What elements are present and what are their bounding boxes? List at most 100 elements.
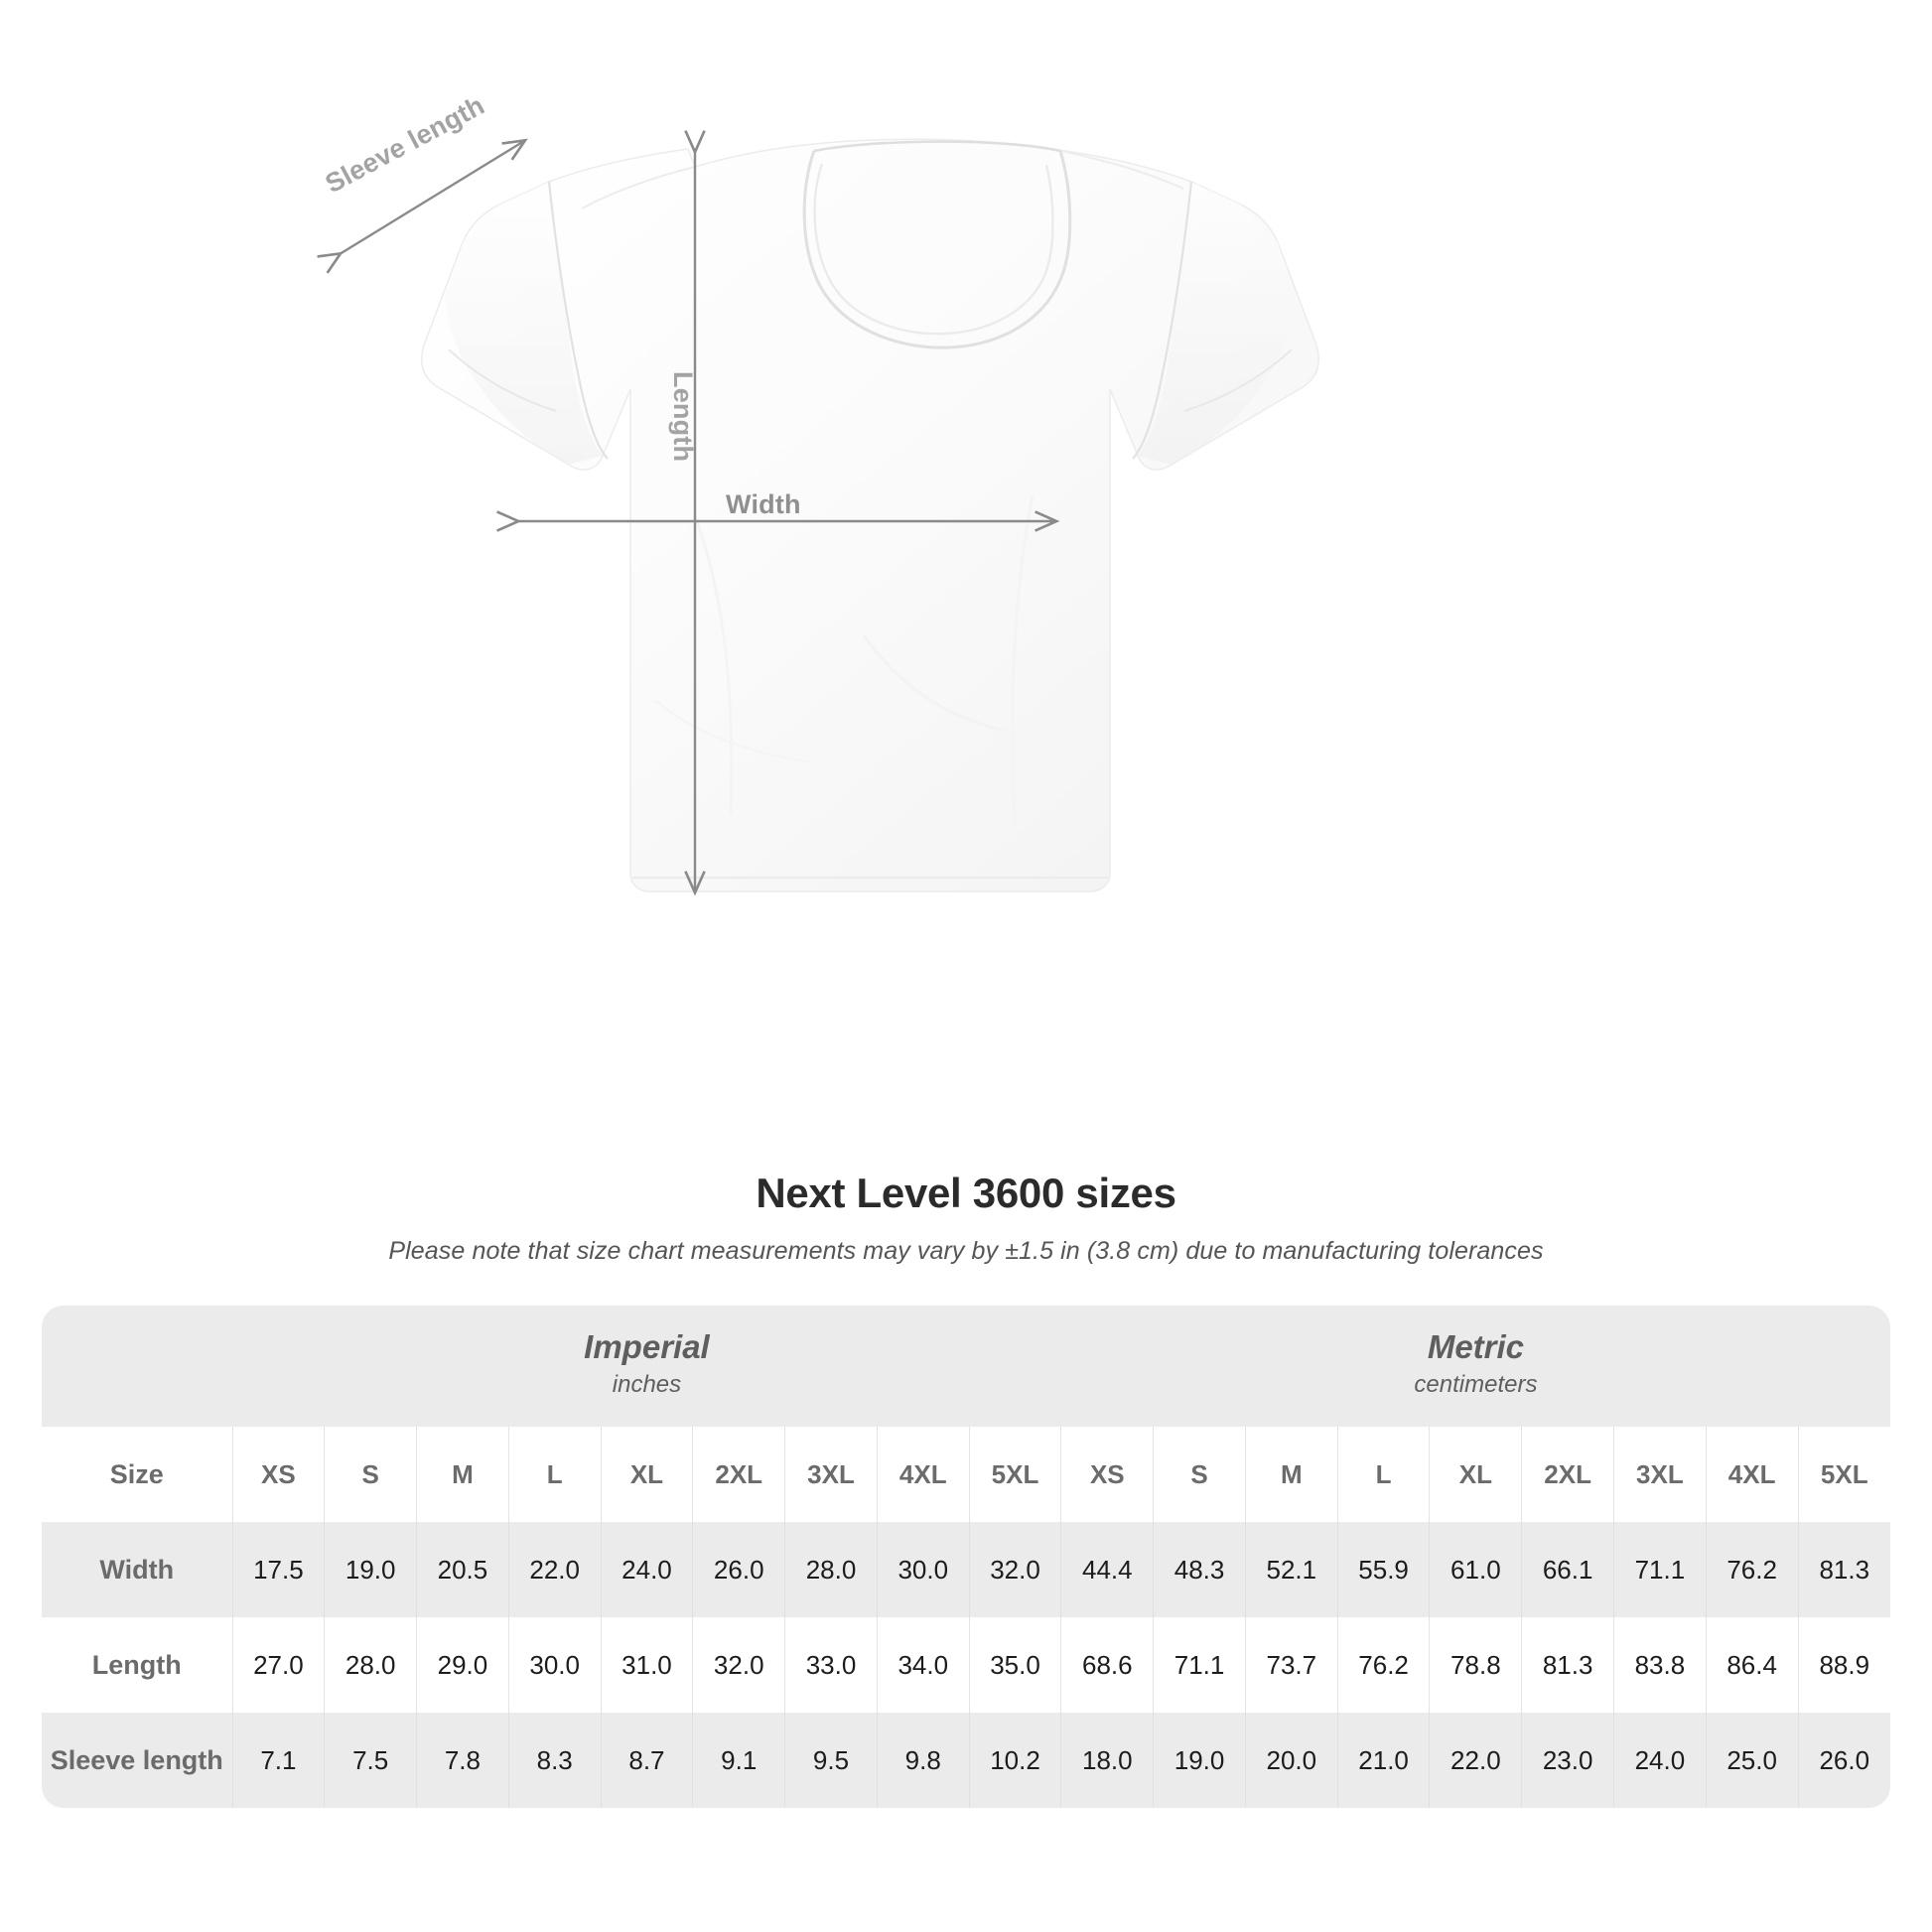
measurement-cell: 8.7 bbox=[600, 1713, 693, 1808]
unit-group-subtitle: inches bbox=[612, 1370, 682, 1398]
measurement-cell: 26.0 bbox=[692, 1522, 785, 1617]
measurement-cell: 30.0 bbox=[507, 1617, 602, 1713]
measurement-cell: 61.0 bbox=[1429, 1522, 1522, 1617]
measurement-cell: 27.0 bbox=[231, 1617, 325, 1713]
measurement-cell: 30.0 bbox=[876, 1522, 970, 1617]
unit-group-metric: Metric centimeters bbox=[1060, 1306, 1890, 1427]
measurement-cell: 19.0 bbox=[1153, 1713, 1246, 1808]
sleeve-measure-arrow bbox=[317, 138, 528, 274]
measurement-cell: 7.1 bbox=[231, 1713, 325, 1808]
table-row: Width 17.5 19.0 20.5 22.0 24.0 26.0 28.0 30.0 32.… bbox=[42, 1522, 1890, 1617]
measurement-cell: 32.0 bbox=[692, 1617, 785, 1713]
measurement-cell: 33.0 bbox=[784, 1617, 878, 1713]
table-row: Sleeve length 7.1 7.5 7.8 8.3 8.7 9.1 9.5 9.8 10.… bbox=[42, 1713, 1890, 1808]
measurement-cell: 55.9 bbox=[1336, 1522, 1430, 1617]
measurement-cell: 44.4 bbox=[1060, 1522, 1154, 1617]
measurement-cell: 28.0 bbox=[784, 1522, 878, 1617]
measurement-row-label: Sleeve length bbox=[42, 1713, 233, 1808]
measurement-cell: 17.5 bbox=[231, 1522, 325, 1617]
measurement-cell: 21.0 bbox=[1336, 1713, 1430, 1808]
measurement-cell: 83.8 bbox=[1613, 1617, 1707, 1713]
measurement-cell: 73.7 bbox=[1244, 1617, 1338, 1713]
measurement-cell: 28.0 bbox=[324, 1617, 417, 1713]
heading-block: Next Level 3600 sizes Please note that s… bbox=[0, 1152, 1932, 1266]
unit-group-header-row: Imperial inches Metric centimeters bbox=[42, 1306, 1890, 1427]
measurement-cell: 8.3 bbox=[507, 1713, 602, 1808]
measurement-cell: 22.0 bbox=[1429, 1713, 1522, 1808]
table-row: Length 27.0 28.0 29.0 30.0 31.0 32.0 33.0 34.0 35… bbox=[42, 1617, 1890, 1713]
measurement-cell: 86.4 bbox=[1705, 1617, 1799, 1713]
measurement-cell: 52.1 bbox=[1244, 1522, 1338, 1617]
size-header-cell: 5XL bbox=[1797, 1427, 1890, 1522]
length-label: Length bbox=[668, 371, 698, 463]
size-row-label: Size bbox=[42, 1427, 233, 1522]
size-header-cell: 5XL bbox=[968, 1427, 1061, 1522]
page-title: Next Level 3600 sizes bbox=[756, 1170, 1176, 1216]
measurement-cell: 88.9 bbox=[1797, 1617, 1890, 1713]
measurement-cell: 71.1 bbox=[1613, 1522, 1707, 1617]
measurement-row-label: Width bbox=[42, 1522, 233, 1617]
measurement-cell: 25.0 bbox=[1705, 1713, 1799, 1808]
size-header-cell: S bbox=[1153, 1427, 1246, 1522]
measurement-row-label: Length bbox=[42, 1617, 233, 1713]
size-header-cell: XS bbox=[1060, 1427, 1154, 1522]
measurement-cell: 7.5 bbox=[324, 1713, 417, 1808]
measurement-cell: 9.5 bbox=[784, 1713, 878, 1808]
measurement-cell: 78.8 bbox=[1429, 1617, 1522, 1713]
measurement-cell: 24.0 bbox=[1613, 1713, 1707, 1808]
measurement-cell: 24.0 bbox=[600, 1522, 693, 1617]
measurement-cell: 81.3 bbox=[1521, 1617, 1614, 1713]
size-table-body: Width 17.5 19.0 20.5 22.0 24.0 26.0 28.0 30.0 32.… bbox=[42, 1522, 1890, 1808]
measurement-cell: 9.8 bbox=[876, 1713, 970, 1808]
measurement-cell: 66.1 bbox=[1521, 1522, 1614, 1617]
size-header-cell: 3XL bbox=[1613, 1427, 1707, 1522]
size-header-cell: 3XL bbox=[784, 1427, 878, 1522]
tshirt-diagram-svg bbox=[317, 130, 1319, 897]
measurement-cell: 68.6 bbox=[1060, 1617, 1154, 1713]
unit-group-name: Imperial bbox=[584, 1327, 710, 1365]
size-header-cell: XL bbox=[1429, 1427, 1522, 1522]
size-header-cell: S bbox=[324, 1427, 417, 1522]
measurement-cell: 48.3 bbox=[1153, 1522, 1246, 1617]
measurement-cell: 10.2 bbox=[968, 1713, 1061, 1808]
size-chart-table: Imperial inches Metric centimeters Size XS S M… bbox=[42, 1306, 1890, 1808]
group-header-spacer bbox=[42, 1306, 233, 1427]
size-header-row: Size XS S M L XL 2XL 3XL 4XL 5XL XS S M L XL 2XL 3XL 4XL 5… bbox=[42, 1427, 1890, 1522]
size-chart-table-wrap: Imperial inches Metric centimeters Size XS S M… bbox=[42, 1306, 1890, 1808]
tolerance-note: Please note that size chart measurements… bbox=[388, 1237, 1544, 1265]
tshirt-body-shape bbox=[421, 138, 1319, 893]
measurement-cell: 22.0 bbox=[507, 1522, 602, 1617]
measurement-cell: 19.0 bbox=[324, 1522, 417, 1617]
size-header-cell: M bbox=[1244, 1427, 1338, 1522]
size-header-cell: L bbox=[507, 1427, 602, 1522]
width-label: Width bbox=[726, 489, 801, 519]
measurement-cell: 18.0 bbox=[1060, 1713, 1154, 1808]
measurement-cell: 9.1 bbox=[692, 1713, 785, 1808]
size-header-cell: 4XL bbox=[1705, 1427, 1799, 1522]
size-header-cell: 2XL bbox=[1521, 1427, 1614, 1522]
size-header-cell: 2XL bbox=[692, 1427, 785, 1522]
measurement-cell: 20.0 bbox=[1244, 1713, 1338, 1808]
unit-group-name: Metric bbox=[1427, 1327, 1525, 1365]
measurement-cell: 26.0 bbox=[1797, 1713, 1890, 1808]
measurement-cell: 32.0 bbox=[968, 1522, 1061, 1617]
measurement-cell: 34.0 bbox=[876, 1617, 970, 1713]
measurement-cell: 76.2 bbox=[1705, 1522, 1799, 1617]
measurement-cell: 31.0 bbox=[600, 1617, 693, 1713]
size-header-cell: 4XL bbox=[876, 1427, 970, 1522]
size-header-cell: M bbox=[416, 1427, 509, 1522]
measurement-cell: 20.5 bbox=[416, 1522, 509, 1617]
tshirt-illustration: Sleeve length Length Width bbox=[317, 90, 1319, 897]
measurement-cell: 35.0 bbox=[968, 1617, 1061, 1713]
size-header-cell: L bbox=[1336, 1427, 1430, 1522]
size-header-cell: XS bbox=[231, 1427, 325, 1522]
measurement-cell: 29.0 bbox=[416, 1617, 509, 1713]
measurement-cell: 81.3 bbox=[1797, 1522, 1890, 1617]
unit-group-imperial: Imperial inches bbox=[232, 1306, 1061, 1427]
measurement-cell: 71.1 bbox=[1153, 1617, 1246, 1713]
unit-group-subtitle: centimeters bbox=[1414, 1370, 1538, 1398]
measurement-cell: 7.8 bbox=[416, 1713, 509, 1808]
measurement-cell: 76.2 bbox=[1336, 1617, 1430, 1713]
size-header-cell: XL bbox=[600, 1427, 693, 1522]
measurement-cell: 23.0 bbox=[1521, 1713, 1614, 1808]
